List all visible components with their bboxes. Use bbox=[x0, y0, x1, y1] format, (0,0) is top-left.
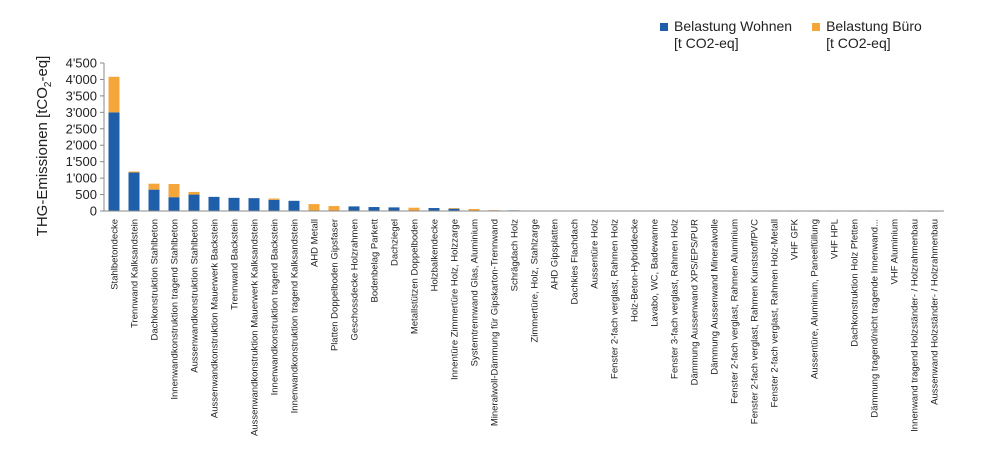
x-tick-label: Aussenwandkonstruktion Mauerwerk Backste… bbox=[210, 219, 221, 418]
x-tick-label: Systemtrennwand Glas, Aluminium bbox=[470, 219, 481, 366]
x-tick-label: VHF GFK bbox=[790, 218, 801, 260]
x-tick-label: Bodenbelag Parkett bbox=[370, 219, 381, 303]
x-tick-label: Aussenwandkonstruktion Mauerwerk Kalksan… bbox=[250, 219, 261, 436]
x-tick-label: AHD Metall bbox=[310, 219, 321, 267]
x-tick-label: Trennwand Kalksandstein bbox=[130, 219, 141, 328]
bar-segment-buero bbox=[148, 183, 160, 190]
y-tick-label: 3'000 bbox=[66, 105, 97, 120]
x-tick-label: Dachkonstruktion Holz Pfetten bbox=[850, 219, 861, 347]
x-tick-label: Fenster 2-fach verglast, Rahmen Holz-Met… bbox=[770, 219, 781, 408]
x-tick-label: Holz-Beton-Hybriddecke bbox=[630, 219, 641, 322]
x-tick-label: Innentüre Zimmertüre Holz, Holzzarge bbox=[450, 219, 461, 380]
bar-segment-buero bbox=[408, 207, 420, 211]
legend: Belastung Wohnen [t CO2-eq] Belastung Bü… bbox=[660, 18, 922, 52]
x-tick-label: Aussenwandkonstruktion Stahlbeton bbox=[190, 219, 201, 373]
y-tick-label: 4'500 bbox=[66, 56, 97, 71]
x-tick-label: VHF HPL bbox=[830, 219, 841, 259]
x-tick-label: Dachkies Flachdach bbox=[570, 219, 581, 305]
legend-label-wohnen: Belastung Wohnen [t CO2-eq] bbox=[674, 18, 793, 51]
bar-segment-wohnen bbox=[148, 189, 160, 211]
bar-segment-wohnen bbox=[208, 196, 220, 211]
x-tick-label: Innenwand tragend Holzständer- / Holzrah… bbox=[910, 219, 921, 432]
x-tick-label: Dämmung Aussenwand Mineralwolle bbox=[710, 219, 721, 375]
bar-segment-wohnen bbox=[188, 194, 200, 211]
x-tick-label: Metallstützen Doppelboden bbox=[410, 219, 421, 334]
x-tick-label: Fenster 2-fach verglast, Rahmen Aluminiu… bbox=[730, 219, 741, 404]
y-axis-title: THG-Emissionen [tCO2-eq] bbox=[34, 56, 54, 237]
x-tick-label: Lavabo, WC, Badewanne bbox=[650, 219, 661, 327]
bar-segment-wohnen bbox=[288, 200, 300, 211]
bar-segment-wohnen bbox=[268, 199, 280, 211]
bar-segment-wohnen bbox=[348, 206, 360, 211]
bar-segment-wohnen bbox=[368, 207, 380, 211]
x-tick-label: Schrägdach Holz bbox=[510, 219, 521, 292]
x-tick-label: Innenwandkonstruktion tragend Backstein bbox=[270, 219, 281, 395]
x-tick-label: Platten Doppelboden Gipsfaser bbox=[330, 219, 341, 351]
y-tick-label: 2'500 bbox=[66, 121, 97, 136]
bar-segment-wohnen bbox=[428, 208, 440, 211]
x-tick-label: Fenster 2-fach verglast, Rahmen Holz bbox=[610, 219, 621, 379]
legend-swatch-buero bbox=[812, 23, 821, 31]
bar-segment-wohnen bbox=[108, 112, 120, 211]
x-tick-label: Dachziegel bbox=[390, 219, 401, 266]
bar-segment-wohnen bbox=[168, 197, 180, 211]
x-tick-label: Fenster 3-fach verglast, Rahmen Holz bbox=[670, 219, 681, 379]
x-axis-labels: Stahlbetondecke Trennwand Kalksandstein Da… bbox=[110, 218, 941, 436]
x-tick-label: Innenwandkonstruktion tragend Kalksandst… bbox=[290, 219, 301, 413]
bar-segment-buero bbox=[268, 198, 280, 200]
x-tick-label: VHF Aluminium bbox=[890, 219, 901, 285]
x-tick-label: Holzbalkendecke bbox=[430, 219, 441, 291]
bars bbox=[108, 76, 940, 212]
legend-item-buero: Belastung Büro [t CO2-eq] bbox=[812, 18, 922, 52]
x-tick-label: Geschossdecke Holzrahmen bbox=[350, 219, 361, 340]
x-tick-label: Dämmung Aussenwand XPS/EPS/PUR bbox=[690, 219, 701, 385]
y-tick-label: 2'000 bbox=[66, 138, 97, 153]
x-tick-label: Zimmertüre, Holz, Stahlzarge bbox=[530, 219, 541, 343]
x-tick-label: AHD Gipsplatten bbox=[550, 219, 561, 290]
y-tick-label: 1'500 bbox=[66, 154, 97, 169]
bar-segment-buero bbox=[128, 171, 140, 173]
bar-segment-buero bbox=[448, 208, 460, 209]
bar-segment-buero bbox=[188, 191, 200, 195]
y-tick-label: 0 bbox=[90, 204, 97, 219]
x-tick-label: Stahlbetondecke bbox=[110, 219, 121, 290]
x-tick-label: Dämmung tragend/nicht tragende Innenwand… bbox=[870, 219, 881, 418]
x-tick-label: Mineralwoll-Dämmung für Gipskarton-Trenn… bbox=[490, 219, 501, 426]
bar-segment-buero bbox=[468, 209, 480, 211]
x-tick-label: Fenster 2-fach verglast, Rahmen Kunststo… bbox=[750, 219, 761, 424]
x-tick-label: Trennwand Backstein bbox=[230, 219, 241, 310]
x-tick-label: Dachkonstruktion Stahlbeton bbox=[150, 219, 161, 340]
bar-segment-wohnen bbox=[448, 208, 460, 211]
bar-segment-buero bbox=[328, 206, 340, 211]
bar-segment-buero bbox=[168, 184, 180, 198]
legend-item-wohnen: Belastung Wohnen [t CO2-eq] bbox=[660, 18, 792, 52]
x-tick-label: Aussenwand Holzständer- / Holzrahmenbau bbox=[930, 219, 941, 405]
x-tick-label: Aussentüre Holz bbox=[590, 219, 601, 289]
legend-swatch-wohnen bbox=[660, 23, 668, 31]
legend-label-buero: Belastung Büro [t CO2-eq] bbox=[826, 18, 922, 51]
bar-segment-wohnen bbox=[128, 172, 140, 211]
y-tick-label: 500 bbox=[75, 187, 97, 202]
bar-segment-wohnen bbox=[228, 197, 240, 211]
bar-segment-wohnen bbox=[388, 207, 400, 211]
y-tick-label: 1'000 bbox=[66, 171, 97, 186]
bar-segment-buero bbox=[308, 204, 320, 211]
y-tick-label: 4'000 bbox=[66, 72, 97, 87]
y-tick-label: 3'500 bbox=[66, 88, 97, 103]
bar-segment-wohnen bbox=[248, 198, 260, 211]
x-tick-label: Aussentüre, Aluminium, Paneelfüllung bbox=[810, 219, 821, 379]
x-tick-label: Innenwandkonstruktion tragend Stahlbeton bbox=[170, 219, 181, 400]
bar-segment-buero bbox=[108, 76, 120, 113]
